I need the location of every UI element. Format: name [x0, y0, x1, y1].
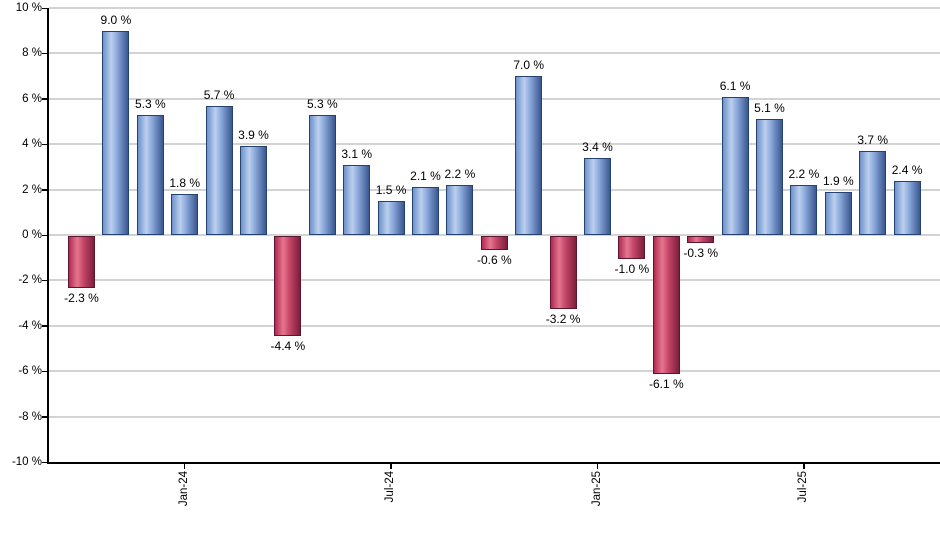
bar-value-label: 2.4 %: [891, 162, 923, 177]
y-axis-tick-label: 0 %: [22, 229, 42, 241]
x-axis-tick: [183, 462, 186, 469]
y-axis-tick: [42, 279, 47, 282]
bar-value-label: -0.3 %: [683, 245, 719, 260]
bar: [240, 146, 267, 235]
y-axis-tick-label: -6 %: [18, 365, 42, 378]
bar-value-label: 5.7 %: [203, 87, 235, 102]
y-gridline: [49, 188, 940, 191]
x-axis-tick-label: Jan-25: [590, 471, 603, 507]
bar: [618, 236, 646, 259]
y-axis-tick-label: -2 %: [18, 274, 42, 287]
y-axis-tick-label: 6 %: [22, 92, 42, 105]
bar-value-label: 9.0 %: [100, 12, 132, 27]
y-axis-tick: [42, 416, 47, 418]
bar: [102, 30, 130, 235]
bar-value-label: 1.8 %: [169, 176, 201, 191]
bar: [343, 164, 371, 235]
bar: [549, 236, 577, 309]
x-axis-tick: [803, 462, 805, 469]
bar: [515, 76, 543, 235]
bar-value-label: 2.1 %: [410, 169, 441, 184]
y-axis-tick-label: 2 %: [22, 183, 42, 196]
bar-value-label: 7.0 %: [513, 58, 545, 73]
bar-value-label: 6.1 %: [719, 78, 751, 93]
bar-value-label: -1.0 %: [614, 261, 650, 276]
bar-value-label: 1.9 %: [822, 173, 854, 188]
y-gridline: [49, 52, 940, 55]
bar: [859, 151, 887, 235]
y-axis-tick-label: -8 %: [18, 410, 42, 423]
bar-value-label: -0.6 %: [476, 252, 512, 267]
bar-value-label: -6.1 %: [648, 377, 684, 392]
bar: [205, 105, 233, 235]
y-axis-tick: [42, 143, 47, 146]
bar-value-label: 5.3 %: [306, 96, 338, 111]
bar-value-label: 3.4 %: [582, 139, 613, 154]
y-axis-tick: [42, 52, 47, 55]
y-axis-line: [47, 8, 49, 464]
bar: [274, 236, 302, 336]
bar: [446, 185, 474, 235]
bar-value-label: 5.1 %: [754, 101, 785, 116]
bar-value-label: 3.1 %: [341, 146, 373, 161]
bar: [68, 236, 95, 289]
bar-value-label: 3.9 %: [238, 128, 269, 143]
bar: [308, 114, 336, 235]
bar-value-label: 5.3 %: [134, 96, 166, 111]
y-axis-tick: [42, 325, 47, 327]
y-axis-tick: [42, 234, 47, 236]
x-axis-tick-label: Jul-25: [796, 471, 809, 503]
bar-value-label: 2.2 %: [788, 167, 820, 182]
bar-value-label: -2.3 %: [64, 291, 99, 306]
bar: [377, 200, 405, 235]
y-axis-tick-label: -4 %: [18, 319, 42, 332]
y-gridline: [49, 324, 940, 327]
bar: [756, 119, 783, 235]
y-axis-tick-label: 8 %: [22, 47, 42, 60]
y-axis-tick: [42, 370, 47, 373]
y-gridline: [49, 234, 940, 236]
bar: [480, 236, 508, 250]
bar: [687, 236, 715, 243]
y-axis-tick: [42, 461, 47, 463]
y-gridline: [49, 7, 940, 9]
y-axis-tick: [42, 7, 47, 9]
bar-value-label: 2.2 %: [444, 167, 476, 182]
y-axis-tick: [42, 189, 47, 191]
bar: [171, 194, 199, 235]
bar: [136, 114, 164, 235]
y-gridline: [49, 415, 940, 418]
bar-value-label: -4.4 %: [270, 338, 306, 353]
y-gridline: [49, 370, 940, 373]
bar-value-label: 3.7 %: [857, 133, 889, 147]
bar-value-label: -3.2 %: [545, 311, 581, 326]
y-axis-tick-label: 4 %: [22, 138, 42, 151]
bar-value-label: 1.5 %: [375, 182, 407, 197]
bar: [584, 157, 611, 235]
y-axis-tick-label: 10 %: [15, 2, 42, 14]
bar: [824, 191, 852, 235]
bar: [790, 185, 818, 235]
y-axis-tick-label: -10 %: [11, 456, 42, 468]
x-axis-tick-label: Jan-24: [177, 471, 190, 507]
y-gridline: [49, 279, 940, 282]
bar: [412, 187, 439, 235]
y-gridline: [49, 97, 940, 100]
x-axis-tick: [390, 462, 392, 469]
bar: [652, 236, 680, 375]
x-axis-tick: [596, 462, 599, 469]
x-axis-line: [47, 462, 940, 464]
bar: [893, 180, 921, 235]
x-axis-tick-label: Jul-24: [384, 471, 397, 503]
y-axis-tick: [42, 98, 47, 100]
y-gridline: [49, 143, 940, 146]
bar: [721, 96, 749, 235]
